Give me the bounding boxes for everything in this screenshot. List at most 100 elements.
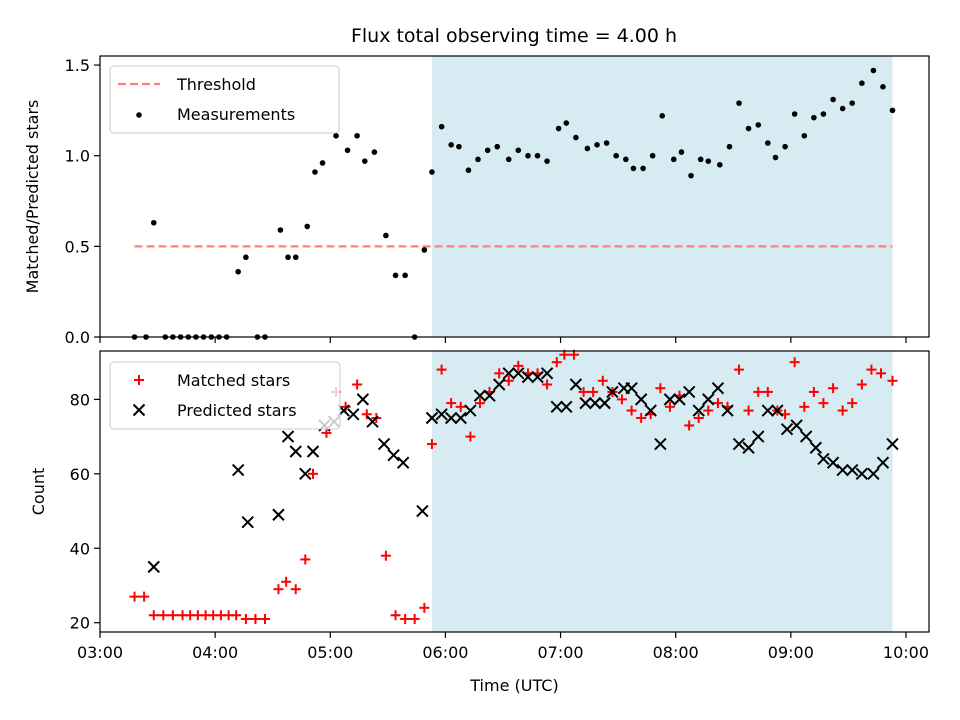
measurement-point	[880, 84, 886, 90]
predicted-star-point	[502, 367, 515, 380]
predicted-star-point	[540, 367, 554, 380]
matched-star-point	[455, 401, 466, 412]
predicted-star-point	[569, 378, 583, 391]
predicted-star-point	[711, 382, 725, 395]
measurement-point	[801, 132, 808, 139]
measurement-point	[623, 156, 629, 163]
predicted-star-point	[809, 441, 823, 454]
matched-star-point	[426, 439, 437, 450]
predicted-star-point	[634, 393, 648, 406]
x-tick-label: 03:00	[77, 643, 123, 662]
predicted-star-point	[625, 382, 638, 395]
predicted-star-point	[464, 404, 477, 417]
matched-star-point	[240, 613, 251, 624]
predicted-star-point	[761, 404, 775, 417]
y-tick-label: 1.5	[65, 56, 90, 75]
predicted-star-point	[886, 437, 899, 451]
predicted-star-point	[560, 400, 573, 414]
measurement-point	[670, 156, 677, 163]
measurement-point	[705, 158, 712, 164]
legend-predicted-marker	[132, 403, 146, 417]
measurement-point	[150, 219, 157, 226]
matched-star-point	[321, 427, 332, 438]
matched-star-point	[361, 409, 372, 420]
matched-star-point	[400, 613, 411, 624]
matched-star-point	[703, 405, 714, 416]
top-y-ticks: 0.0 0.5 1.0 1.5	[65, 56, 100, 347]
measurement-point	[849, 100, 856, 106]
measurement-point	[716, 161, 723, 168]
predicted-star-point	[299, 467, 312, 481]
matched-star-point	[281, 576, 292, 587]
matched-star-point	[808, 386, 819, 397]
measurement-point	[525, 152, 531, 159]
predicted-star-point	[473, 389, 487, 402]
measurement-point	[889, 107, 896, 114]
measurement-point	[354, 132, 360, 139]
predicted-star-point	[289, 445, 302, 458]
matched-star-point	[597, 375, 608, 386]
matched-star-point	[664, 401, 675, 412]
observing-window-shade-bottom	[431, 351, 893, 632]
measurement-point	[697, 156, 704, 163]
measurement-point	[243, 254, 249, 261]
measurement-point	[371, 149, 378, 155]
matched-star-point	[352, 379, 363, 390]
predicted-star-point	[771, 404, 784, 417]
predicted-star-point	[377, 437, 391, 451]
y-tick-label: 0.0	[65, 328, 90, 347]
predicted-star-point	[702, 393, 715, 406]
matched-star-point	[250, 613, 261, 624]
x-tick-label: 07:00	[538, 643, 584, 662]
bottom-legend: Matched stars Predicted stars	[109, 361, 341, 430]
matched-star-point	[578, 386, 589, 397]
matched-star-point	[693, 412, 704, 423]
predicted-star-point	[454, 411, 467, 425]
matched-star-point	[837, 405, 848, 416]
matched-star-point	[340, 401, 351, 412]
measurement-point	[791, 111, 798, 117]
matched-star-point	[588, 386, 599, 397]
predicted-star-point	[416, 504, 429, 518]
matched-star-point	[887, 375, 898, 386]
y-tick-label: 40	[70, 539, 90, 558]
matched-star-point	[259, 613, 270, 624]
matched-star-point	[409, 613, 420, 624]
matched-star-point	[734, 364, 745, 375]
measurement-point	[544, 158, 550, 164]
predicted-star-point	[435, 408, 448, 421]
measurement-point	[383, 232, 389, 239]
measurement-point	[755, 122, 762, 128]
matched-star-point	[551, 357, 562, 368]
measurement-point	[312, 169, 318, 175]
matched-star-point	[465, 431, 476, 442]
measurement-point	[726, 143, 733, 150]
x-tick-label: 10:00	[883, 643, 929, 662]
measurement-point	[839, 105, 846, 112]
matched-star-point	[616, 394, 627, 405]
predicted-star-point	[845, 463, 859, 477]
predicted-star-point	[444, 411, 458, 425]
predicted-stars-points	[147, 367, 899, 574]
predicted-star-point	[347, 408, 360, 421]
measurement-point	[859, 80, 865, 86]
measurement-point	[772, 154, 779, 161]
measurement-point	[563, 120, 570, 126]
matched-star-point	[158, 610, 169, 621]
measurement-point	[421, 247, 428, 253]
matched-star-point	[231, 610, 242, 621]
measurement-point	[515, 147, 522, 154]
predicted-star-point	[387, 449, 400, 462]
bottom-legend-box	[109, 361, 341, 430]
y-tick-label: 1.0	[65, 147, 90, 166]
matched-star-point	[273, 584, 284, 595]
matched-star-point	[380, 550, 391, 561]
predicted-star-point	[606, 385, 619, 399]
matched-star-point	[866, 364, 877, 375]
bottom-y-ticks: 20 40 60 80	[70, 390, 100, 633]
matched-star-point	[129, 591, 140, 602]
predicted-star-point	[654, 437, 667, 451]
measurement-point	[235, 268, 241, 275]
